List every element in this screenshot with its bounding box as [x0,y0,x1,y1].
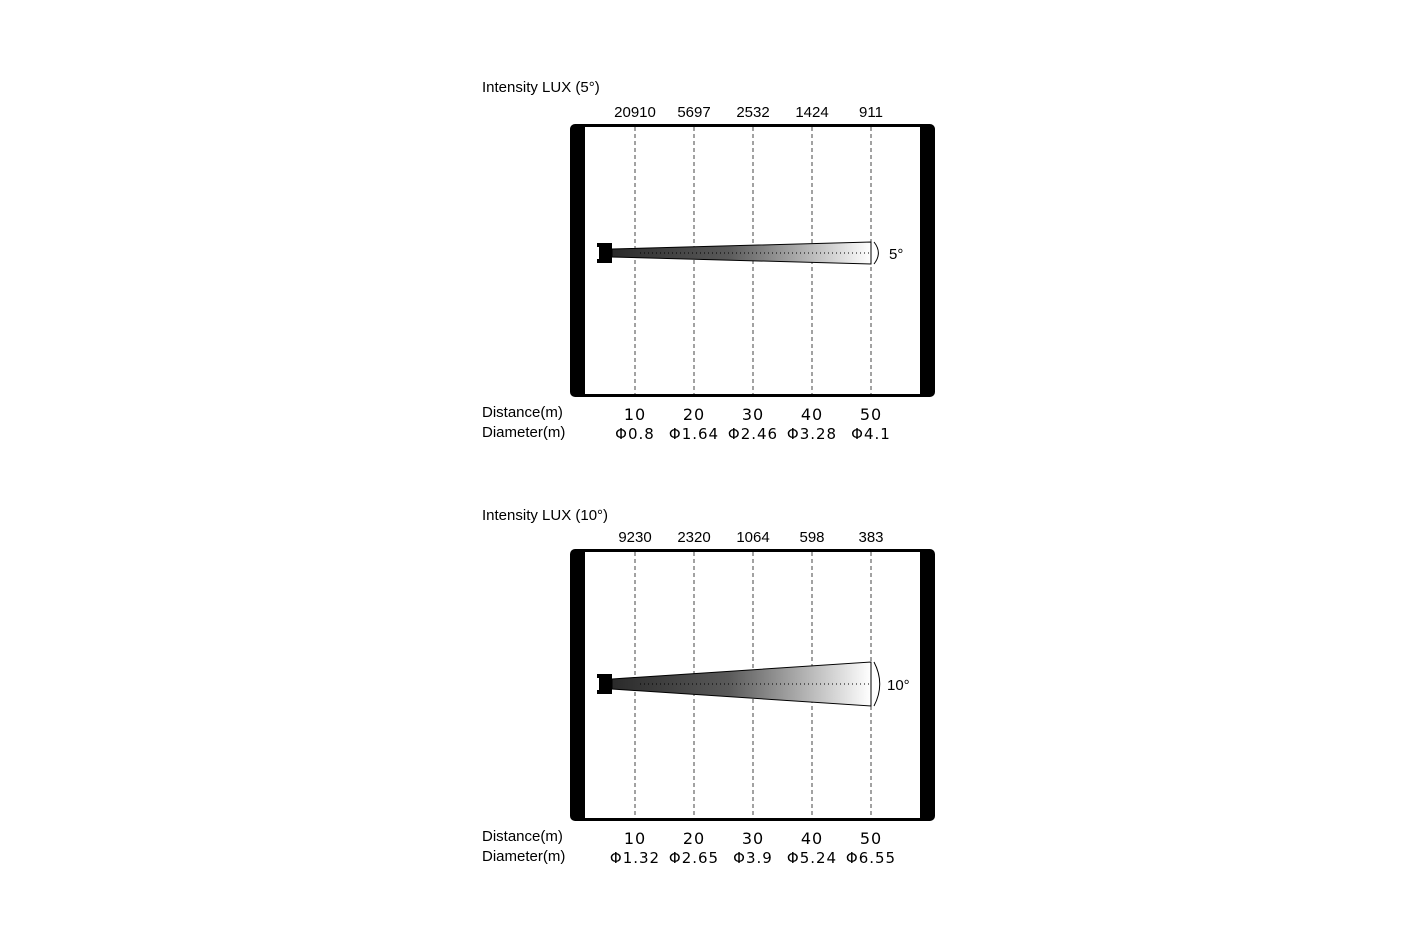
angle-arc [873,241,879,265]
diameter-value: Φ4.1 [851,425,891,443]
diameter-value: Φ5.24 [787,849,837,867]
diameter-value: Φ3.28 [787,425,837,443]
diameter-value: Φ3.9 [733,849,773,867]
beam-angle-label: 5° [889,246,903,263]
diameter-value: Φ0.8 [615,425,655,443]
panel-title: Intensity LUX (5°) [482,79,600,96]
angle-arc [873,661,881,707]
diameter-value: Φ6.55 [846,849,896,867]
distance-value: 50 [860,405,882,424]
lux-value: 5697 [677,104,710,121]
lux-value: 1064 [736,529,769,546]
diameter-value: Φ2.46 [728,425,778,443]
diameter-value: Φ1.32 [610,849,660,867]
diameter-label: Diameter(m) [482,424,565,441]
distance-label: Distance(m) [482,828,563,845]
lux-value: 9230 [618,529,651,546]
distance-value: 50 [860,829,882,848]
fixture-body [601,674,604,694]
beam-angle-label: 10° [887,677,910,694]
fixture-icon [597,243,612,263]
distance-value: 40 [801,405,823,424]
fixture-icon [597,674,612,694]
lux-value: 2320 [677,529,710,546]
distance-label: Distance(m) [482,404,563,421]
lux-value: 2532 [736,104,769,121]
panel-title: Intensity LUX (10°) [482,507,608,524]
diameter-value: Φ1.64 [669,425,719,443]
lux-value: 911 [859,104,883,121]
diameter-value: Φ2.65 [669,849,719,867]
distance-value: 20 [683,405,705,424]
fixture-body [601,243,604,263]
distance-value: 20 [683,829,705,848]
distance-value: 10 [624,405,646,424]
distance-value: 40 [801,829,823,848]
diameter-label: Diameter(m) [482,848,565,865]
lux-value: 383 [858,529,883,546]
distance-value: 10 [624,829,646,848]
distance-value: 30 [742,829,764,848]
distance-value: 30 [742,405,764,424]
lux-value: 1424 [795,104,828,121]
lux-value: 598 [799,529,824,546]
lux-value: 20910 [614,104,656,121]
